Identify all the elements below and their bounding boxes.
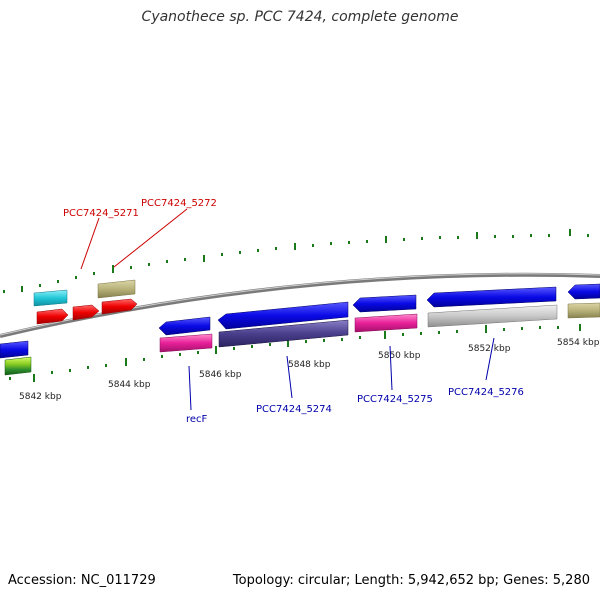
scale-label: 5842 kbp [19, 392, 62, 402]
cog-band-magenta[interactable] [159, 333, 213, 353]
label-leader [485, 337, 495, 381]
cog-bands [4, 302, 600, 376]
accession-text: Accession: NC_011729 [8, 573, 156, 588]
gene-feature-pcc7424-5272a[interactable] [72, 304, 100, 321]
scale-label: 5844 kbp [108, 380, 151, 390]
reverse-strand-features-blue [0, 283, 600, 359]
scale-label: 5854 kbp [557, 338, 600, 348]
map-title: Cyanothece sp. PCC 7424, complete genome [141, 9, 459, 25]
label-leader [389, 345, 393, 391]
lower-tick-track [9, 324, 581, 382]
gene-feature-pcc7424-5271[interactable] [36, 308, 69, 325]
gene-feature-blue[interactable] [0, 340, 29, 359]
cog-band-gray[interactable] [427, 304, 558, 328]
gene-feature-blue-right[interactable] [567, 283, 600, 300]
scale-label: 5852 kbp [468, 344, 511, 354]
gene-label-recf[interactable]: recF [186, 414, 208, 425]
cog-band-olive[interactable] [567, 302, 600, 319]
gene-feature-pcc7424-5272b[interactable] [101, 298, 138, 315]
gene-feature-olive[interactable] [97, 279, 136, 299]
scale-label: 5848 kbp [288, 360, 331, 370]
gene-feature-pcc7424-5276[interactable] [426, 286, 557, 308]
gene-label-pcc7424-5271[interactable]: PCC7424_5271 [63, 208, 139, 219]
label-leader [188, 365, 192, 411]
topology-text: Topology: circular; Length: 5,942,652 bp… [232, 573, 590, 588]
gene-feature-recf[interactable] [158, 316, 211, 336]
forward-strand-features [33, 279, 138, 325]
gene-label-pcc7424-5276[interactable]: PCC7424_5276 [448, 387, 524, 398]
scale-label: 5846 kbp [199, 370, 242, 380]
gene-feature-pcc7424-5275[interactable] [352, 294, 417, 313]
gene-label-pcc7424-5274[interactable]: PCC7424_5274 [256, 404, 332, 415]
gene-feature-pcc7424-5274[interactable] [217, 301, 349, 330]
label-leader [113, 208, 188, 268]
gene-label-pcc7424-5275[interactable]: PCC7424_5275 [357, 394, 433, 405]
gene-feature-cyan[interactable] [33, 289, 68, 307]
scale-label: 5850 kbp [378, 351, 421, 361]
label-leader [80, 217, 100, 270]
upper-tick-track [3, 229, 589, 293]
label-leader [286, 355, 293, 399]
gene-label-pcc7424-5272[interactable]: PCC7424_5272 [141, 198, 217, 209]
cog-band-magenta[interactable] [354, 313, 418, 333]
cog-band-purple[interactable] [218, 319, 349, 348]
cog-band-green[interactable] [4, 356, 32, 376]
